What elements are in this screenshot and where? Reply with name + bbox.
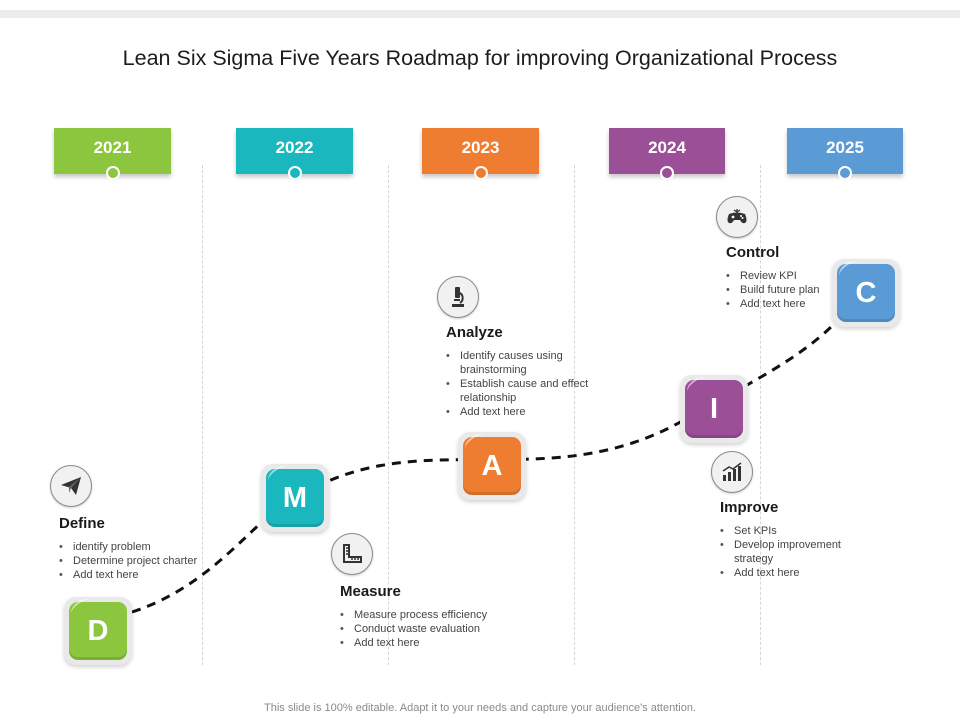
- footer-note: This slide is 100% editable. Adapt it to…: [264, 702, 696, 714]
- year-marker: [838, 166, 852, 180]
- year-label: 2024: [648, 138, 686, 157]
- phase-title: Improve: [720, 499, 779, 516]
- analyze-block: Analyze Identify causes using brainstorm…: [446, 324, 616, 419]
- phase-item: Add text here: [446, 405, 616, 419]
- year-marker: [660, 166, 674, 180]
- top-bar: [0, 10, 960, 18]
- phase-list: Review KPI Build future plan Add text he…: [726, 269, 846, 311]
- year-2025-header: 2025: [787, 128, 903, 180]
- year-2021-header: 2021: [54, 128, 171, 180]
- phase-title: Control: [726, 244, 780, 261]
- phase-list: identify problem Determine project chart…: [59, 540, 229, 582]
- microscope-icon: [437, 276, 479, 318]
- improve-tile: I: [680, 373, 748, 443]
- guide-line: [760, 165, 761, 665]
- phase-list: Set KPIs Develop improvement strategy Ad…: [720, 524, 870, 580]
- phase-item: Add text here: [726, 297, 846, 311]
- phase-item: Review KPI: [726, 269, 846, 283]
- growth-chart-icon: [711, 451, 753, 493]
- define-block: Define identify problem Determine projec…: [59, 515, 229, 582]
- measure-block: Measure Measure process efficiency Condu…: [340, 583, 530, 650]
- phase-item: Set KPIs: [720, 524, 870, 538]
- measure-tile: M: [261, 462, 329, 532]
- phase-title: Define: [59, 515, 105, 532]
- year-label: 2023: [461, 138, 500, 157]
- control-block: Control Review KPI Build future plan Add…: [726, 244, 846, 311]
- phase-item: Identify causes using brainstorming: [446, 349, 616, 377]
- phase-item: Conduct waste evaluation: [340, 622, 530, 636]
- phase-list: Measure process efficiency Conduct waste…: [340, 608, 530, 650]
- guide-line: [388, 165, 389, 665]
- define-tile: D: [64, 595, 132, 665]
- year-label: 2021: [93, 138, 132, 157]
- analyze-tile: A: [458, 430, 526, 500]
- phase-item: Determine project charter: [59, 554, 229, 568]
- phase-item: Measure process efficiency: [340, 608, 530, 622]
- improve-block: Improve Set KPIs Develop improvement str…: [720, 499, 870, 580]
- tile-letter: M: [266, 469, 324, 527]
- gamepad-icon: [716, 196, 758, 238]
- phase-item: Add text here: [59, 568, 229, 582]
- year-2023-header: 2023: [422, 128, 539, 180]
- phase-item: Build future plan: [726, 283, 846, 297]
- phase-item: Add text here: [340, 636, 530, 650]
- tile-letter: I: [685, 380, 743, 438]
- year-2024-header: 2024: [609, 128, 725, 180]
- phase-list: Identify causes using brainstorming Esta…: [446, 349, 616, 419]
- paper-plane-icon: [50, 465, 92, 507]
- ruler-icon: [331, 533, 373, 575]
- phase-item: Establish cause and effect relationship: [446, 377, 616, 405]
- year-label: 2025: [826, 138, 864, 157]
- year-marker: [105, 166, 120, 180]
- year-marker: [287, 166, 302, 180]
- phase-item: Develop improvement strategy: [720, 538, 870, 566]
- tile-letter: D: [69, 602, 127, 660]
- year-2022-header: 2022: [236, 128, 353, 180]
- guide-line: [202, 165, 203, 665]
- year-marker: [473, 166, 488, 180]
- phase-title: Measure: [340, 583, 401, 600]
- year-label: 2022: [275, 138, 314, 157]
- tile-letter: A: [463, 437, 521, 495]
- phase-item: Add text here: [720, 566, 870, 580]
- slide-title: Lean Six Sigma Five Years Roadmap for im…: [122, 46, 838, 70]
- phase-title: Analyze: [446, 324, 503, 341]
- tile-letter: C: [837, 264, 895, 322]
- phase-item: identify problem: [59, 540, 229, 554]
- control-tile: C: [832, 257, 900, 327]
